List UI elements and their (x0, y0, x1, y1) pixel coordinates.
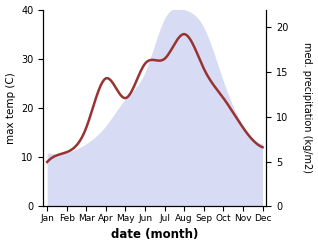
X-axis label: date (month): date (month) (111, 228, 198, 242)
Y-axis label: med. precipitation (kg/m2): med. precipitation (kg/m2) (302, 42, 313, 173)
Y-axis label: max temp (C): max temp (C) (5, 72, 16, 144)
